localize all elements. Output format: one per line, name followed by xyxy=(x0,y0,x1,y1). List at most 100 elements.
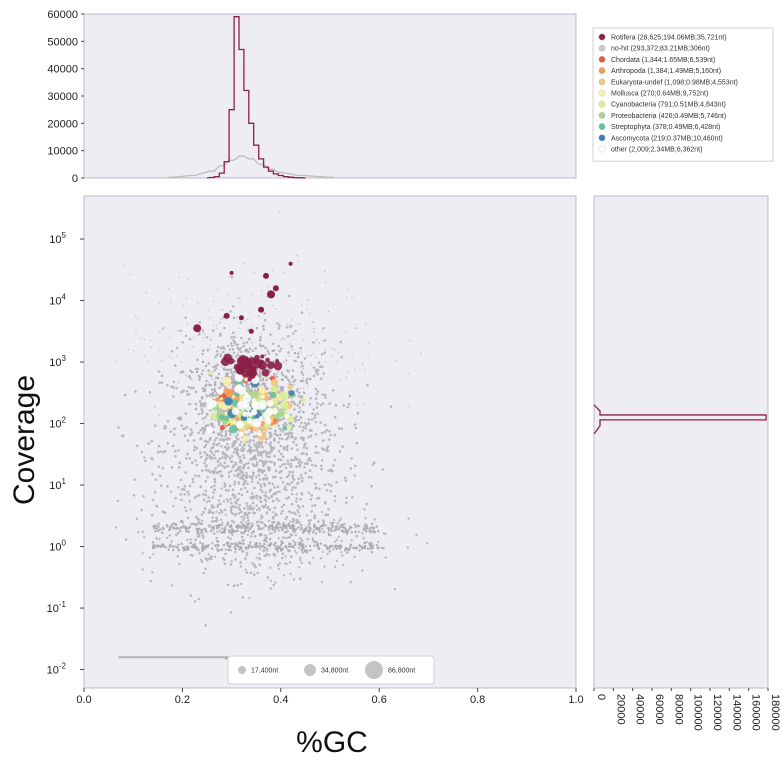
no-hit-point xyxy=(303,527,307,531)
no-hit-point xyxy=(249,571,253,575)
no-hit-point xyxy=(380,546,383,550)
no-hit-point xyxy=(300,370,304,374)
no-hit-point xyxy=(247,544,250,547)
no-hit-point xyxy=(198,331,201,334)
no-hit-point xyxy=(194,538,197,542)
no-hit-point xyxy=(247,522,250,526)
no-hit-point xyxy=(175,387,178,390)
no-hit-point xyxy=(327,528,331,532)
no-hit-point xyxy=(186,439,190,442)
no-hit-point xyxy=(299,366,301,369)
no-hit-point xyxy=(299,523,303,527)
no-hit-point xyxy=(188,499,191,503)
no-hit-point xyxy=(295,500,298,503)
no-hit-point xyxy=(347,402,351,406)
no-hit-point xyxy=(270,542,273,546)
no-hit-point xyxy=(323,393,327,397)
no-hit-point xyxy=(294,329,297,333)
no-hit-point xyxy=(190,431,194,434)
no-hit-point xyxy=(208,454,211,458)
no-hit-point xyxy=(191,345,194,348)
no-hit-point xyxy=(209,317,211,319)
no-hit-point xyxy=(278,437,281,440)
no-hit-point xyxy=(272,511,275,514)
no-hit-point xyxy=(298,406,302,409)
no-hit-point xyxy=(168,337,171,339)
no-hit-point xyxy=(267,289,269,292)
no-hit-point xyxy=(337,535,340,538)
no-hit-point xyxy=(310,354,313,357)
no-hit-point xyxy=(230,460,233,463)
no-hit-point xyxy=(324,281,327,283)
no-hit-point xyxy=(330,527,333,530)
y-axis-title: Coverage xyxy=(8,375,41,505)
no-hit-point xyxy=(204,458,207,462)
no-hit-point xyxy=(257,524,260,528)
no-hit-point xyxy=(333,529,336,532)
no-hit-point xyxy=(214,355,217,359)
no-hit-point xyxy=(289,381,291,384)
no-hit-point xyxy=(186,452,189,456)
no-hit-point xyxy=(358,549,361,552)
no-hit-point xyxy=(180,542,183,545)
no-hit-point xyxy=(277,567,281,571)
no-hit-point xyxy=(321,402,325,405)
no-hit-point xyxy=(321,393,325,396)
no-hit-point xyxy=(219,462,222,466)
no-hit-point xyxy=(267,519,271,523)
no-hit-point xyxy=(261,451,265,454)
no-hit-point xyxy=(239,561,242,564)
no-hit-point xyxy=(151,498,155,502)
legend-label: Eukaryota-undef (1,098;0.98MB;4,553nt) xyxy=(611,79,738,86)
no-hit-point xyxy=(212,300,215,303)
no-hit-point xyxy=(340,539,343,543)
no-hit-point xyxy=(314,464,317,468)
rotifera-point xyxy=(260,359,265,364)
no-hit-point xyxy=(189,522,193,526)
no-hit-point xyxy=(222,350,225,354)
no-hit-point xyxy=(279,465,282,469)
no-hit-point xyxy=(216,363,219,367)
no-hit-point xyxy=(190,370,194,374)
no-hit-point xyxy=(331,347,334,350)
no-hit-point xyxy=(285,363,288,365)
no-hit-point xyxy=(308,469,312,472)
no-hit-point xyxy=(266,576,270,579)
no-hit-point xyxy=(184,412,188,415)
taxon-point xyxy=(238,403,244,409)
no-hit-point xyxy=(203,337,205,339)
y-tick-label: 10-2 xyxy=(47,662,67,677)
no-hit-point xyxy=(345,376,348,379)
no-hit-point xyxy=(316,542,320,546)
no-hit-point xyxy=(263,318,267,322)
no-hit-point xyxy=(285,497,289,500)
no-hit-point xyxy=(121,434,124,438)
no-hit-point xyxy=(233,447,236,451)
no-hit-point xyxy=(304,442,307,445)
no-hit-point xyxy=(300,351,302,353)
no-hit-point xyxy=(320,467,323,471)
no-hit-point xyxy=(280,505,284,509)
legend-swatch xyxy=(598,44,606,52)
no-hit-point xyxy=(134,390,137,393)
no-hit-point xyxy=(381,468,385,471)
no-hit-point xyxy=(270,495,274,499)
taxon-point xyxy=(229,424,239,434)
no-hit-point xyxy=(277,458,281,462)
no-hit-point xyxy=(302,367,305,370)
no-hit-point xyxy=(261,521,264,524)
no-hit-point xyxy=(212,491,215,494)
no-hit-point xyxy=(196,358,199,362)
no-hit-point xyxy=(165,523,169,527)
no-hit-point xyxy=(177,329,179,332)
no-hit-point xyxy=(198,518,201,521)
no-hit-point xyxy=(185,530,188,533)
no-hit-point xyxy=(309,498,313,501)
no-hit-point xyxy=(230,454,234,458)
no-hit-point xyxy=(236,452,239,455)
no-hit-point xyxy=(171,444,175,448)
no-hit-point xyxy=(278,370,280,373)
no-hit-point xyxy=(224,552,227,555)
no-hit-point xyxy=(236,526,239,529)
no-hit-point xyxy=(172,526,175,530)
